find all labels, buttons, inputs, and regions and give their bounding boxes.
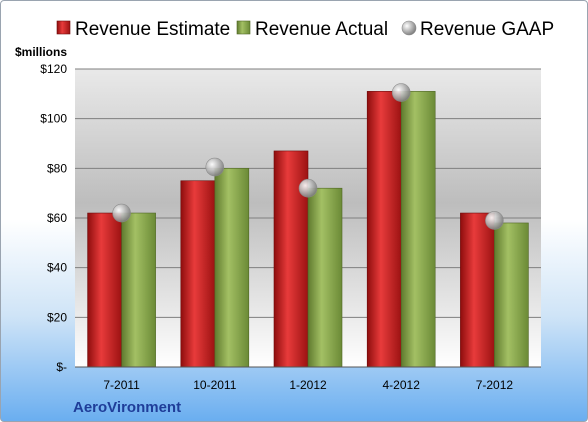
- bar-revenue-actual: [214, 168, 250, 368]
- legend-label: Revenue Actual: [255, 19, 388, 40]
- marker-revenue-gaap: [298, 178, 318, 198]
- legend-label: Revenue GAAP: [420, 19, 554, 40]
- x-tick-label: 7-2012: [476, 378, 514, 392]
- y-tick-label: $40: [47, 261, 67, 275]
- legend-swatch: [236, 20, 251, 35]
- x-tick-label: 4-2012: [383, 378, 421, 392]
- x-tick-label: 1-2012: [289, 378, 327, 392]
- legend-swatch: [56, 20, 71, 35]
- company-name: AeroVironment: [73, 399, 181, 416]
- y-tick-label: $120: [40, 62, 67, 76]
- x-tick-label: 7-2011: [103, 378, 140, 392]
- y-tick-label: $80: [47, 161, 67, 175]
- bar-revenue-actual: [400, 91, 436, 368]
- legend-label: Revenue Estimate: [75, 19, 230, 40]
- bar-revenue-actual: [121, 212, 156, 368]
- x-tick-label: 10-2011: [193, 378, 236, 392]
- y-tick-label: $60: [47, 211, 67, 225]
- y-tick-label: $-: [56, 360, 67, 374]
- bar-revenue-estimate: [180, 180, 216, 368]
- bar-revenue-actual: [494, 222, 529, 368]
- y-unit-label: $millions: [15, 45, 67, 59]
- legend-swatch: [401, 20, 417, 36]
- marker-revenue-gaap: [112, 203, 131, 223]
- y-tick-label: $20: [47, 310, 67, 324]
- bar-revenue-actual: [307, 187, 343, 368]
- bar-revenue-estimate: [460, 212, 495, 368]
- marker-revenue-gaap: [485, 211, 504, 230]
- bar-revenue-estimate: [366, 91, 402, 368]
- marker-revenue-gaap: [205, 157, 225, 177]
- y-tick-label: $100: [40, 112, 67, 126]
- marker-revenue-gaap: [391, 83, 411, 102]
- bar-revenue-estimate: [87, 212, 122, 368]
